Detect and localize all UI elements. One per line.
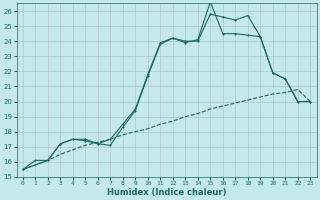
X-axis label: Humidex (Indice chaleur): Humidex (Indice chaleur) [107,188,226,197]
